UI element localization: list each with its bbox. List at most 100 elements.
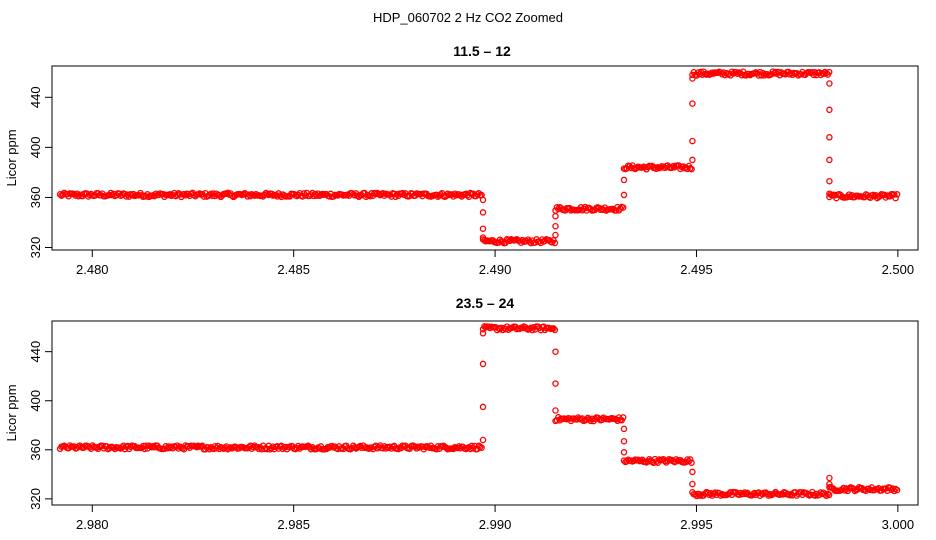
data-point (847, 193, 854, 201)
figure-title: HDP_060702 2 Hz CO2 Zoomed (373, 10, 563, 25)
panel-2-plot-frame (51, 320, 919, 506)
data-point (749, 490, 757, 498)
panel-2-xaxis: 2.980 2.985 2.990 2.995 3.000 (76, 505, 914, 532)
panel-2-title: 23.5 – 24 (456, 295, 515, 311)
data-point (552, 380, 559, 387)
data-point (479, 225, 487, 232)
data-point (141, 445, 148, 453)
data-point (541, 237, 549, 244)
data-point (200, 193, 208, 200)
data-point (845, 485, 853, 492)
data-point (552, 212, 559, 220)
data-point (689, 468, 696, 476)
data-point (552, 348, 559, 355)
panel-1-series (56, 68, 901, 247)
x-tick-label: 2.995 (680, 517, 713, 532)
data-point (581, 203, 589, 211)
data-point (552, 222, 559, 230)
data-point (479, 234, 487, 241)
panel-1-xaxis: 2.480 2.485 2.490 2.495 2.500 (76, 250, 914, 277)
panel-2: 23.5 – 24 Licor ppm 2.980 2.985 2.990 2.995… (4, 295, 919, 532)
data-point (689, 137, 696, 145)
data-point (59, 191, 67, 198)
data-point (479, 360, 487, 368)
data-point (689, 75, 696, 82)
panel-1-yaxis: 320 360 400 440 (28, 86, 52, 258)
data-point (479, 330, 487, 337)
data-point (710, 70, 717, 77)
y-tick-label: 320 (28, 237, 43, 259)
data-point (738, 72, 746, 79)
data-point (479, 209, 487, 216)
panel-2-ylabel: Licor ppm (4, 384, 19, 441)
data-point (770, 490, 778, 497)
data-point (732, 68, 740, 76)
data-point (479, 436, 487, 444)
data-point (657, 164, 664, 171)
x-tick-label: 2.495 (680, 262, 713, 277)
data-point (190, 191, 198, 199)
data-point (451, 190, 459, 197)
data-point (619, 204, 627, 211)
data-point (193, 443, 201, 451)
y-tick-label: 360 (28, 187, 43, 209)
panel-1: 11.5 – 12 Licor ppm 2.480 2.485 2.490 2.495… (4, 43, 919, 277)
data-point (620, 176, 628, 184)
data-point (821, 491, 829, 498)
y-tick-label: 400 (28, 137, 43, 159)
data-point (689, 156, 696, 164)
data-point (697, 491, 705, 498)
data-point (706, 491, 713, 499)
data-point (696, 492, 703, 499)
y-tick-label: 360 (28, 439, 43, 461)
data-point (478, 444, 485, 451)
y-tick-label: 440 (28, 341, 43, 363)
data-point (825, 491, 833, 499)
data-point (166, 191, 174, 198)
data-point (826, 190, 833, 197)
data-point (826, 480, 833, 488)
data-point (869, 191, 877, 199)
panel-2-series (56, 323, 901, 500)
y-tick-label: 320 (28, 488, 43, 510)
data-point (120, 442, 127, 449)
data-point (892, 194, 899, 202)
data-point (826, 474, 833, 482)
x-tick-label: 3.000 (882, 517, 915, 532)
data-point (552, 231, 559, 239)
x-tick-label: 2.500 (882, 262, 915, 277)
x-tick-label: 2.480 (76, 262, 109, 277)
data-point (228, 192, 236, 199)
data-point (826, 177, 833, 185)
data-point (689, 480, 696, 488)
data-point (893, 486, 901, 494)
data-point (890, 191, 898, 198)
panel-2-yaxis: 320 360 400 440 (28, 341, 52, 510)
data-point (688, 165, 695, 173)
panel-1-ylabel: Licor ppm (4, 129, 19, 186)
data-point (108, 191, 116, 199)
data-point (127, 443, 134, 451)
data-point (551, 326, 559, 334)
x-tick-label: 2.980 (76, 517, 109, 532)
data-point (551, 239, 559, 247)
data-point (688, 459, 695, 466)
data-point (375, 190, 382, 198)
data-point (550, 325, 557, 332)
data-point (686, 456, 694, 463)
panel-1-plot-frame (51, 65, 919, 251)
data-point (552, 407, 559, 414)
data-point (826, 156, 833, 164)
data-point (634, 456, 642, 463)
x-tick-label: 2.490 (479, 262, 512, 277)
data-point (620, 449, 628, 456)
data-point (619, 414, 627, 421)
data-point (620, 437, 628, 445)
data-point (479, 403, 487, 411)
data-point (689, 100, 696, 107)
data-point (653, 165, 660, 173)
data-point (264, 445, 271, 453)
data-point (620, 425, 628, 433)
x-tick-label: 2.985 (277, 517, 310, 532)
